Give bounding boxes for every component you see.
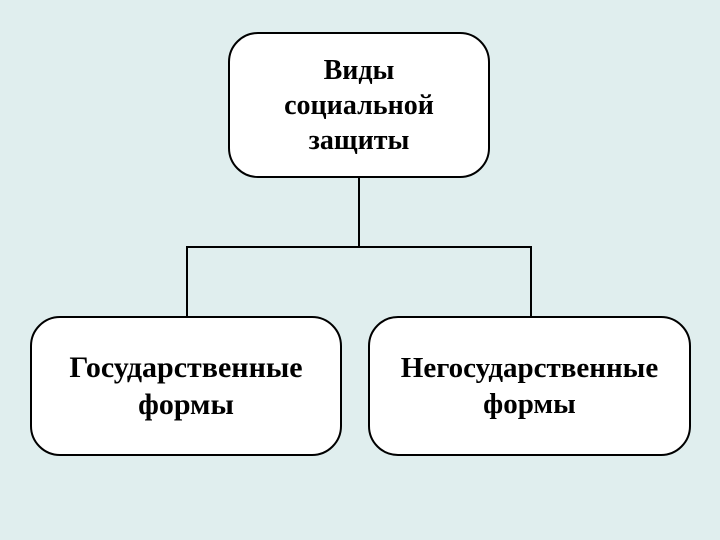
edge-root-left-seg2 [186, 246, 188, 316]
node-left-line1: формы [138, 386, 234, 424]
edge-root-left-seg1 [186, 246, 532, 248]
node-root-line0: Виды [324, 53, 395, 88]
node-left: Государственныеформы [30, 316, 342, 456]
node-root-line2: защиты [309, 123, 410, 158]
node-right: Негосударственныеформы [368, 316, 691, 456]
node-root: Видысоциальнойзащиты [228, 32, 490, 178]
node-root-line1: социальной [284, 88, 434, 123]
edge-root-left-seg0 [358, 178, 360, 248]
node-left-line0: Государственные [69, 349, 302, 387]
node-right-line0: Негосударственные [401, 350, 658, 386]
edge-root-right-seg0 [530, 246, 532, 316]
node-right-line1: формы [483, 386, 576, 422]
